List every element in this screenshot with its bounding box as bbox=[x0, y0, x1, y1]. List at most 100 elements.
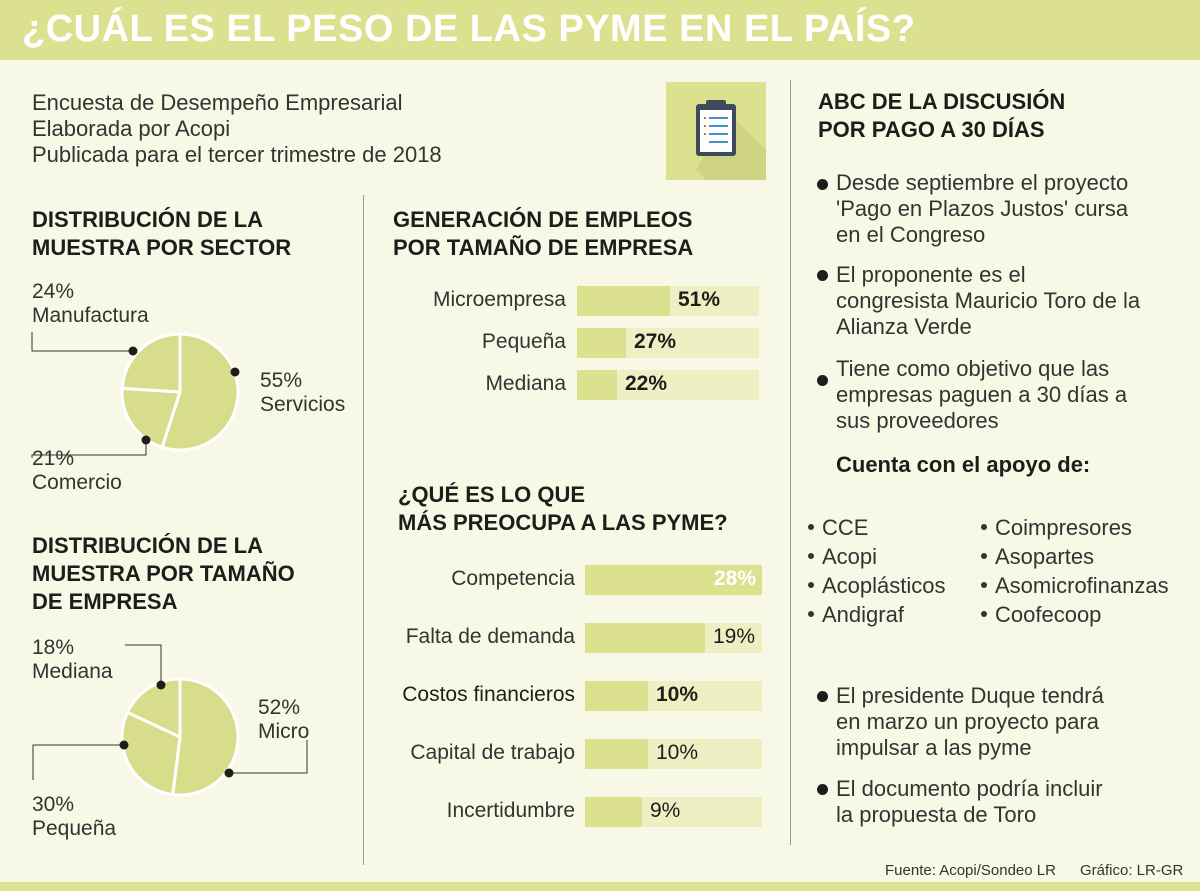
bullet-line: en el Congreso bbox=[836, 222, 986, 247]
slice-name: Pequeña bbox=[32, 817, 117, 840]
pie-slice-comercio bbox=[120, 386, 183, 450]
support-item: Acopi bbox=[808, 542, 946, 571]
bullet-dot bbox=[817, 375, 828, 386]
slice-name: Micro bbox=[258, 720, 310, 743]
pie-slice-manufactura bbox=[120, 332, 182, 394]
bullet-dot bbox=[817, 270, 828, 281]
support-item-label: Acopi bbox=[822, 544, 878, 569]
intro-line: Elaborada por Acopi bbox=[32, 116, 231, 141]
slice-name: Manufactura bbox=[32, 304, 149, 327]
bar-value-label: 27% bbox=[634, 330, 677, 353]
slice-name: Mediana bbox=[32, 660, 113, 683]
pie-slice-mediana bbox=[125, 677, 182, 740]
bullet-line: El documento podría incluir bbox=[836, 776, 1103, 801]
employment-title-line: GENERACIÓN DE EMPLEOS bbox=[393, 207, 693, 232]
leader-line bbox=[32, 744, 124, 780]
slice-name: Comercio bbox=[32, 471, 122, 494]
concerns-title-line: ¿QUÉ ES LO QUE bbox=[398, 482, 586, 507]
slice-pct: 52% bbox=[258, 696, 301, 719]
abc-bullet: Tiene como objetivo que las empresas pag… bbox=[836, 356, 1127, 434]
bullet-dot bbox=[817, 784, 828, 795]
abc-bullet: El proponente es el congresista Mauricio… bbox=[836, 262, 1140, 340]
sector-slice-label: 55% Servicios bbox=[260, 369, 345, 417]
bar bbox=[585, 681, 648, 711]
sector-title-line: DISTRIBUCIÓN DE LA bbox=[32, 207, 263, 232]
concerns-title: ¿QUÉ ES LO QUE MÁS PREOCUPA A LAS PYME? bbox=[398, 481, 728, 537]
bar-label: Capital de trabajo bbox=[410, 741, 575, 764]
bullet-dot bbox=[981, 524, 987, 530]
support-list-left: CCE Acopi Acoplásticos Andigraf bbox=[808, 513, 946, 629]
size-title-line: DE EMPRESA bbox=[32, 589, 178, 614]
slice-pct: 21% bbox=[32, 447, 75, 470]
bullet-line: congresista Mauricio Toro de la bbox=[836, 288, 1141, 313]
slice-pct: 24% bbox=[32, 280, 75, 303]
bar bbox=[585, 565, 762, 595]
support-item-label: Coofecoop bbox=[995, 602, 1102, 627]
support-item: Coimpresores bbox=[981, 513, 1169, 542]
sector-pie-chart bbox=[31, 332, 240, 458]
bullet-line: Desde septiembre el proyecto bbox=[836, 170, 1129, 195]
slice-pct: 30% bbox=[32, 793, 75, 816]
footer-bar bbox=[0, 882, 1200, 891]
sector-title-line: MUESTRA POR SECTOR bbox=[32, 235, 292, 260]
pie-slice-peque-a bbox=[120, 710, 182, 797]
concerns-title-line: MÁS PREOCUPA A LAS PYME? bbox=[398, 510, 728, 535]
bar-value-label: 28% bbox=[713, 567, 756, 590]
leader-line bbox=[31, 440, 147, 458]
bullet-line: 'Pago en Plazos Justos' cursa bbox=[836, 196, 1129, 221]
intro-line: Encuesta de Desempeño Empresarial bbox=[32, 90, 403, 115]
support-title: Cuenta con el apoyo de: bbox=[836, 452, 1091, 477]
right-divider bbox=[790, 80, 791, 845]
abc-bullet: El presidente Duque tendrá en marzo un p… bbox=[836, 683, 1104, 761]
leader-dot bbox=[141, 435, 151, 445]
abc-bullet: Desde septiembre el proyecto 'Pago en Pl… bbox=[836, 170, 1128, 248]
size-title: DISTRIBUCIÓN DE LA MUESTRA POR TAMAÑO DE… bbox=[32, 532, 295, 616]
slice-pct: 18% bbox=[32, 636, 75, 659]
page-title: ¿CUÁL ES EL PESO DE LAS PYME EN EL PAÍS? bbox=[22, 8, 916, 50]
bullet-line: sus proveedores bbox=[836, 408, 999, 433]
bullet-dot bbox=[981, 553, 987, 559]
support-list-right: Coimpresores Asopartes Asomicrofinanzas … bbox=[981, 513, 1169, 629]
bar-value-label: 22% bbox=[625, 372, 668, 395]
support-item-label: Acoplásticos bbox=[822, 573, 946, 598]
bar-value-label: 10% bbox=[656, 741, 699, 764]
bar bbox=[577, 286, 670, 316]
slice-name: Servicios bbox=[260, 393, 346, 416]
leader-line bbox=[125, 644, 162, 685]
bar-label: Pequeña bbox=[481, 330, 566, 353]
bullet-dot bbox=[808, 582, 814, 588]
bullet-dot bbox=[817, 179, 828, 190]
sector-title: DISTRIBUCIÓN DE LA MUESTRA POR SECTOR bbox=[32, 206, 291, 262]
bar-label: Competencia bbox=[451, 567, 575, 590]
header-bar bbox=[0, 0, 1200, 60]
bullet-line: la propuesta de Toro bbox=[836, 802, 1037, 827]
size-slice-label: 52% Micro bbox=[258, 696, 309, 744]
pie-slice-micro bbox=[171, 677, 240, 797]
intro-line: Publicada para el tercer trimestre de 20… bbox=[32, 142, 442, 167]
bullet-line: empresas paguen a 30 días a bbox=[836, 382, 1128, 407]
bullet-dot bbox=[817, 691, 828, 702]
bullet-line: impulsar a las pyme bbox=[836, 735, 1032, 760]
bar-label: Costos financieros bbox=[402, 683, 575, 706]
sector-slice-label: 21% Comercio bbox=[32, 447, 122, 495]
support-item-label: CCE bbox=[822, 515, 869, 540]
size-title-line: DISTRIBUCIÓN DE LA bbox=[32, 533, 263, 558]
support-item-label: Asomicrofinanzas bbox=[995, 573, 1169, 598]
support-item: Coofecoop bbox=[981, 600, 1169, 629]
support-item: Asomicrofinanzas bbox=[981, 571, 1169, 600]
bullet-dot bbox=[981, 582, 987, 588]
support-item: Acoplásticos bbox=[808, 571, 946, 600]
bullet-dot bbox=[808, 611, 814, 617]
bar-label: Mediana bbox=[485, 372, 566, 395]
size-title-line: MUESTRA POR TAMAÑO bbox=[32, 561, 295, 586]
employment-title: GENERACIÓN DE EMPLEOS POR TAMAÑO DE EMPR… bbox=[393, 206, 693, 262]
clipboard-icon bbox=[666, 82, 766, 180]
leader-dot bbox=[119, 740, 129, 750]
abc-title-line: ABC DE LA DISCUSIÓN bbox=[818, 89, 1066, 114]
size-slice-label: 18% Mediana bbox=[32, 636, 113, 684]
size-slice-label: 30% Pequeña bbox=[32, 793, 116, 841]
leader-line bbox=[229, 740, 308, 774]
bullet-line: El proponente es el bbox=[836, 262, 1026, 287]
employment-title-line: POR TAMAÑO DE EMPRESA bbox=[393, 235, 694, 260]
bullet-dot bbox=[981, 611, 987, 617]
